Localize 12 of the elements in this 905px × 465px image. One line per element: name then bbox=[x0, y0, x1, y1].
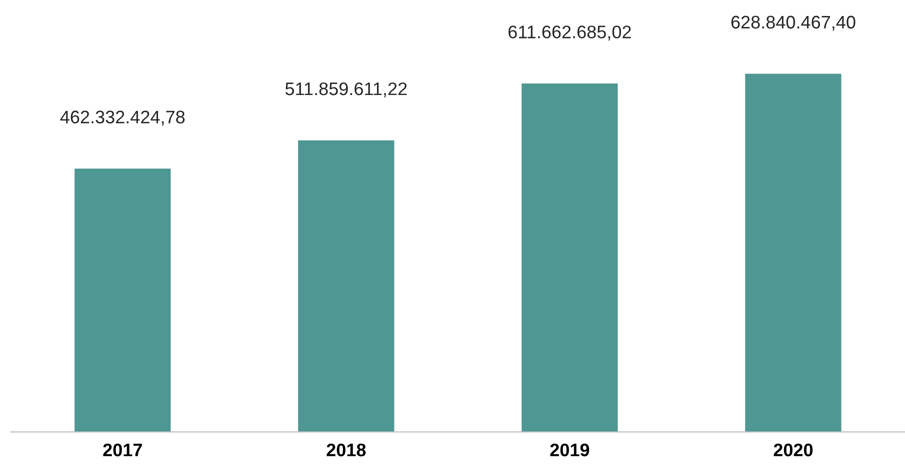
bar bbox=[522, 84, 618, 432]
bar bbox=[745, 74, 842, 432]
x-tick-label: 2020 bbox=[774, 444, 813, 456]
x-tick-label: 2018 bbox=[326, 444, 366, 456]
data-label: 462.332.424,78 bbox=[60, 110, 185, 126]
x-tick-label: 2019 bbox=[550, 444, 590, 456]
bar bbox=[74, 168, 171, 432]
data-label: 628.840.467,40 bbox=[731, 16, 856, 31]
bar bbox=[298, 140, 394, 432]
data-label: 611.662.685,02 bbox=[508, 26, 631, 40]
data-label: 511.859.611,22 bbox=[285, 82, 407, 98]
x-tick-label: 2017 bbox=[103, 444, 142, 456]
